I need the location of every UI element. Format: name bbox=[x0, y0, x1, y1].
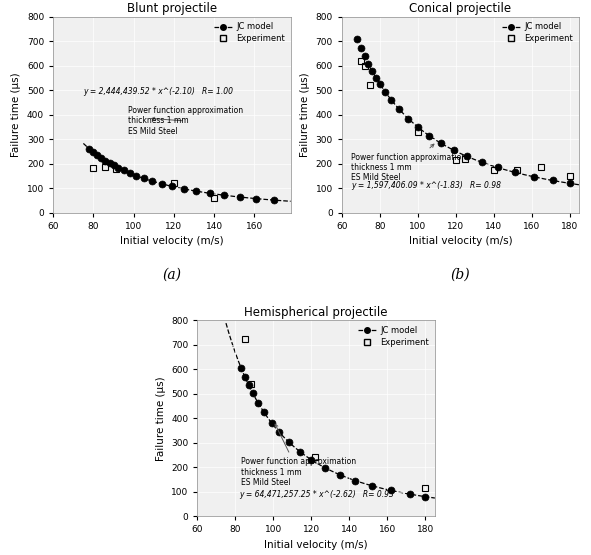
Y-axis label: Failure time (μs): Failure time (μs) bbox=[155, 376, 165, 461]
X-axis label: Initial velocity (m/s): Initial velocity (m/s) bbox=[264, 539, 368, 550]
Text: Power function approximation
thickness 1 mm
ES Mild Steel: Power function approximation thickness 1… bbox=[241, 424, 356, 487]
Text: Power function approximation
thickness 1 mm
ES Mild Steel: Power function approximation thickness 1… bbox=[351, 144, 466, 183]
Title: Conical projectile: Conical projectile bbox=[410, 2, 512, 16]
Title: Blunt projectile: Blunt projectile bbox=[127, 2, 217, 16]
Legend: JC model, Experiment: JC model, Experiment bbox=[212, 21, 287, 44]
X-axis label: Initial velocity (m/s): Initial velocity (m/s) bbox=[408, 236, 512, 246]
Text: (a): (a) bbox=[163, 268, 181, 281]
Legend: JC model, Experiment: JC model, Experiment bbox=[356, 325, 431, 349]
Y-axis label: Failure time (μs): Failure time (μs) bbox=[11, 72, 21, 157]
Text: y = 64,471,257.25 * x^(-2.62)   R= 0.93: y = 64,471,257.25 * x^(-2.62) R= 0.93 bbox=[239, 491, 394, 500]
Text: y = 2,444,439.52 * x^(-2.10)   R= 1.00: y = 2,444,439.52 * x^(-2.10) R= 1.00 bbox=[83, 87, 233, 96]
Text: Power function approximation
thickness 1 mm
ES Mild Steel: Power function approximation thickness 1… bbox=[128, 106, 243, 136]
Text: (b): (b) bbox=[451, 268, 470, 281]
Y-axis label: Failure time (μs): Failure time (μs) bbox=[300, 72, 310, 157]
Title: Hemispherical projectile: Hemispherical projectile bbox=[245, 306, 388, 319]
Legend: JC model, Experiment: JC model, Experiment bbox=[501, 21, 575, 44]
X-axis label: Initial velocity (m/s): Initial velocity (m/s) bbox=[120, 236, 224, 246]
Text: y = 1,597,406.09 * x^(-1.83)   R= 0.98: y = 1,597,406.09 * x^(-1.83) R= 0.98 bbox=[351, 181, 501, 190]
